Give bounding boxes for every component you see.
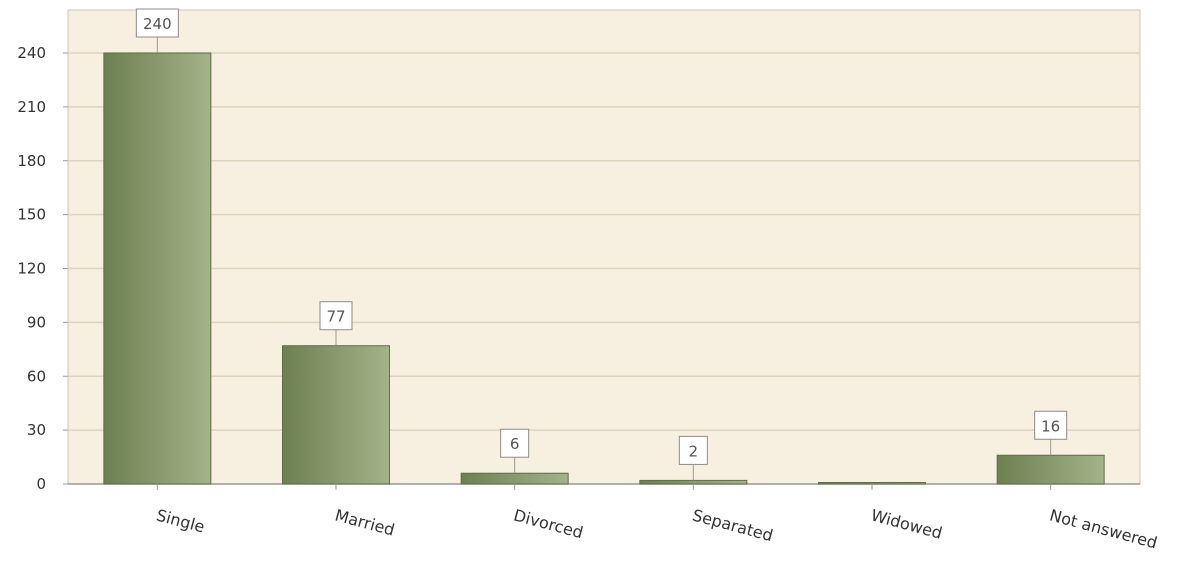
y-tick-label: 150 [17,206,46,224]
bar-not-answered [996,454,1105,485]
data-label: 16 [1041,417,1060,435]
y-tick-label: 0 [36,475,46,493]
x-category-label: Single [154,506,206,537]
bar-widowed [818,482,926,485]
x-category-label: Separated [690,506,775,546]
x-category-label: Married [333,506,397,540]
data-label-box [135,8,179,38]
data-label-box [500,428,530,458]
data-label-box [1034,410,1068,440]
data-label-box [319,301,353,331]
bar-separated [639,479,748,485]
gridlines [68,52,1140,431]
y-tick-label: 180 [17,152,46,170]
y-tick-label: 60 [27,367,46,385]
y-tick-label: 30 [27,421,46,439]
data-label: 240 [143,15,172,33]
y-axis-tick-labels: 0 30 60 90 120 150 180 210 240 [17,44,68,493]
y-tick-label: 240 [17,44,46,62]
y-tick-label: 210 [17,98,46,116]
bar-single [103,52,212,485]
bar-divorced [460,472,569,485]
x-category-label: Widowed [869,506,944,543]
data-label: 2 [689,442,699,460]
x-category-label: Not answered [1048,506,1160,553]
data-labels: 240 77 6 2 16 [135,8,1068,481]
data-label: 6 [510,435,520,453]
x-axis-category-labels: Single Married Divorced Separated Widowed Not… [154,484,1159,552]
y-tick-label: 90 [27,313,46,331]
data-label-box [678,435,708,465]
data-label: 77 [326,308,345,326]
y-tick-label: 120 [17,260,46,278]
bars [103,52,1105,485]
plot-area [67,9,1141,485]
bar-married [282,345,390,485]
x-category-label: Divorced [512,506,586,543]
